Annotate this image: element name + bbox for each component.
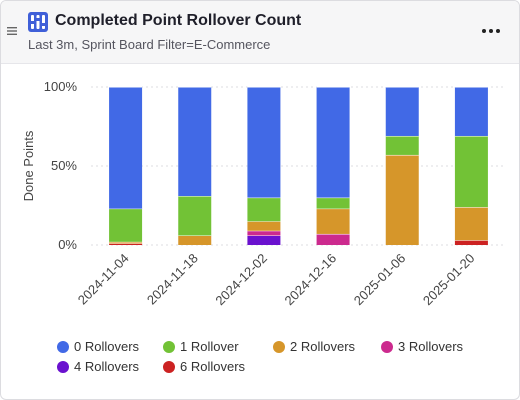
bar-segment-6-rollovers[interactable] [454, 240, 488, 245]
legend-swatch [163, 361, 175, 373]
bar-segment-1-rollover[interactable] [247, 197, 281, 222]
stacked-bar-chart: 0% 50% 100% Done Points 2024-11-04 2024-11-18… [21, 79, 506, 309]
drag-handle-icon[interactable] [7, 26, 17, 36]
x-tick-label: 2024-11-18 [144, 251, 201, 308]
y-axis-label: Done Points [21, 130, 36, 201]
bar-segment-0-rollovers[interactable] [385, 87, 419, 136]
bar-segment-2-rollovers[interactable] [454, 207, 488, 241]
bar-segment-0-rollovers[interactable] [178, 87, 212, 197]
legend-swatch [381, 341, 393, 353]
legend-swatch [273, 341, 285, 353]
x-tick-label: 2024-11-04 [75, 251, 132, 308]
bar-segment-2-rollovers[interactable] [247, 221, 281, 231]
bar-segment-0-rollovers[interactable] [454, 87, 488, 136]
bar-segment-2-rollovers[interactable] [109, 241, 143, 244]
legend-label: 1 Rollover [180, 339, 239, 354]
bar-segment-2-rollovers[interactable] [178, 235, 212, 245]
bar-segment-0-rollovers[interactable] [109, 87, 143, 209]
bar-segment-0-rollovers[interactable] [247, 87, 281, 198]
bar-segment-1-rollover[interactable] [454, 135, 488, 208]
legend-label: 4 Rollovers [74, 359, 140, 374]
x-tick-label: 2025-01-20 [420, 251, 478, 309]
bar-segment-1-rollover[interactable] [109, 208, 143, 242]
bar-segment-6-rollovers[interactable] [109, 243, 143, 245]
legend-swatch [163, 341, 175, 353]
bar-segment-1-rollover[interactable] [178, 196, 212, 236]
legend-label: 3 Rollovers [398, 339, 464, 354]
legend-label: 6 Rollovers [180, 359, 246, 374]
chart-title: Completed Point Rollover Count [55, 12, 302, 29]
y-tick-label: 0% [58, 237, 77, 252]
chart-legend: 0 Rollovers 1 Rollover 2 Rollovers 3 Rollov… [1, 335, 519, 395]
bar-segment-3-rollovers[interactable] [247, 230, 281, 236]
bar-segment-4-rollovers[interactable] [247, 235, 281, 245]
bar-segment-1-rollover[interactable] [385, 135, 419, 155]
x-tick-label: 2024-12-02 [212, 251, 270, 309]
bars [109, 86, 488, 245]
card-header: Completed Point Rollover Count Last 3m, … [1, 1, 519, 64]
y-tick-label: 100% [44, 79, 78, 94]
bar-segment-2-rollovers[interactable] [385, 154, 419, 245]
bar-segment-0-rollovers[interactable] [316, 87, 350, 198]
y-tick-label: 50% [51, 158, 77, 173]
bar-chart-icon [28, 12, 48, 32]
chart-subtitle: Last 3m, Sprint Board Filter=E-Commerce [28, 37, 271, 52]
bar-segment-2-rollovers[interactable] [316, 208, 350, 234]
x-tick-label: 2025-01-06 [351, 251, 409, 309]
more-options-button[interactable] [479, 21, 503, 41]
bar-segment-3-rollovers[interactable] [316, 233, 350, 245]
legend-swatch [57, 341, 69, 353]
legend-label: 0 Rollovers [74, 339, 140, 354]
bar-segment-1-rollover[interactable] [316, 197, 350, 209]
legend-swatch [57, 361, 69, 373]
x-tick-label: 2024-12-16 [282, 251, 340, 309]
grid-lines [91, 86, 506, 246]
more-dots-icon [482, 29, 486, 33]
legend-label: 2 Rollovers [290, 339, 356, 354]
